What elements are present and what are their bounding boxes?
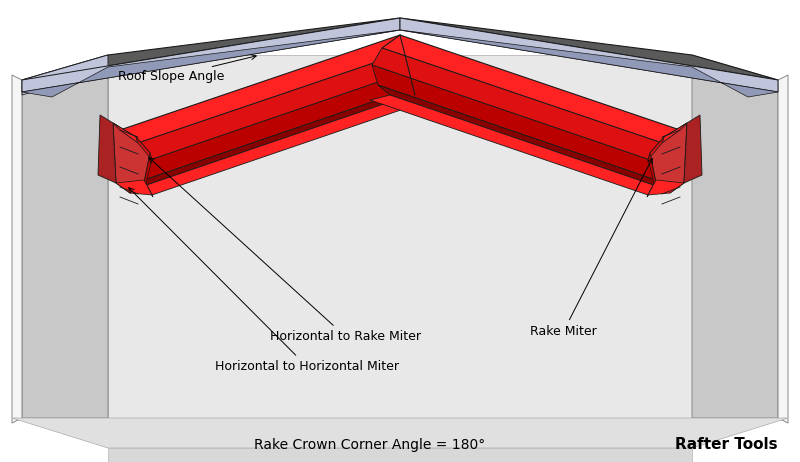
Polygon shape [378, 85, 668, 190]
Polygon shape [12, 75, 22, 423]
Polygon shape [120, 35, 418, 143]
Polygon shape [372, 48, 662, 160]
Polygon shape [22, 30, 400, 97]
Polygon shape [647, 183, 656, 197]
Polygon shape [138, 48, 428, 160]
Polygon shape [22, 55, 108, 95]
Text: Horizontal to Horizontal Miter: Horizontal to Horizontal Miter [129, 188, 399, 373]
Polygon shape [108, 448, 692, 462]
Polygon shape [98, 115, 116, 183]
Polygon shape [144, 153, 152, 183]
Text: Horizontal to Rake Miter: Horizontal to Rake Miter [149, 158, 421, 343]
Polygon shape [144, 183, 153, 197]
Polygon shape [22, 18, 400, 92]
Polygon shape [22, 18, 400, 80]
Polygon shape [400, 18, 778, 92]
Polygon shape [648, 137, 664, 160]
Polygon shape [650, 123, 687, 193]
Polygon shape [400, 18, 778, 80]
Polygon shape [144, 65, 428, 180]
Polygon shape [662, 123, 687, 143]
Polygon shape [684, 115, 702, 183]
Polygon shape [132, 85, 422, 190]
Polygon shape [22, 55, 108, 418]
Polygon shape [778, 75, 788, 423]
Polygon shape [113, 123, 150, 193]
Polygon shape [108, 55, 692, 418]
Polygon shape [116, 180, 152, 195]
Polygon shape [113, 123, 138, 143]
Polygon shape [400, 30, 778, 97]
Polygon shape [372, 65, 656, 180]
Polygon shape [382, 35, 680, 143]
Text: Roof Slope Angle: Roof Slope Angle [118, 55, 256, 83]
Text: Rafter Tools: Rafter Tools [675, 437, 778, 452]
Polygon shape [648, 180, 684, 195]
Polygon shape [136, 137, 152, 160]
Text: Rake Miter: Rake Miter [530, 158, 652, 338]
Polygon shape [132, 95, 430, 195]
Polygon shape [648, 153, 656, 183]
Polygon shape [12, 418, 788, 448]
Polygon shape [370, 95, 668, 195]
Polygon shape [692, 55, 778, 418]
Text: Rake Crown Corner Angle = 180°: Rake Crown Corner Angle = 180° [254, 438, 486, 452]
